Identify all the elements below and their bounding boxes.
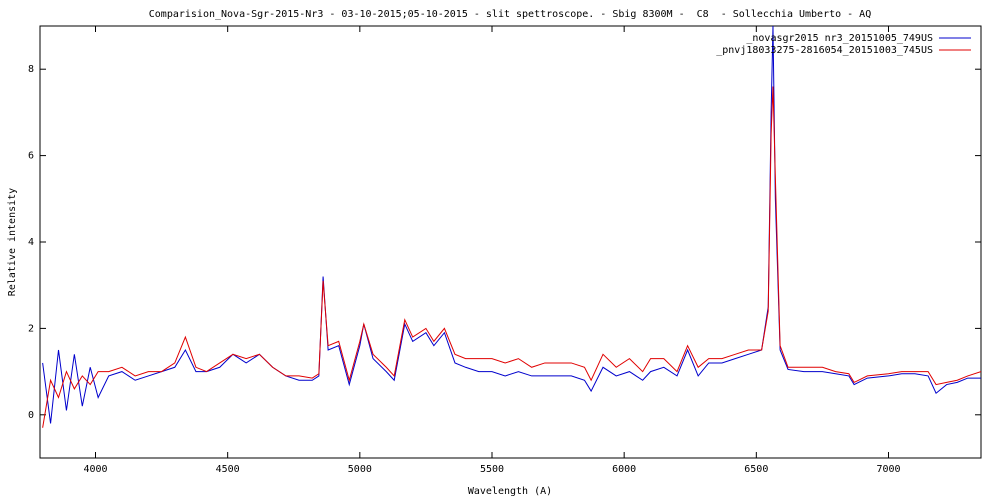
spectrum-line — [42, 86, 981, 428]
y-tick-label: 4 — [28, 237, 34, 248]
x-tick-label: 5500 — [480, 464, 504, 475]
plot-border — [39, 25, 982, 459]
x-tick-label: 5000 — [348, 464, 372, 475]
y-tick-label: 6 — [28, 151, 34, 162]
legend-label: _novasgr2015 nr3_20151005_749US — [746, 33, 933, 44]
y-tick-label: 2 — [28, 323, 34, 334]
x-axis-label: Wavelength (A) — [468, 486, 552, 497]
x-tick-label: 4000 — [83, 464, 107, 475]
y-axis-label: Relative intensity — [7, 188, 18, 296]
x-tick-label: 6000 — [612, 464, 636, 475]
x-tick-label: 7000 — [876, 464, 900, 475]
y-tick-label: 0 — [28, 410, 34, 421]
legend-label: _pnvj18033275-2816054_20151003_745US — [716, 45, 933, 56]
x-tick-label: 4500 — [216, 464, 240, 475]
x-tick-label: 6500 — [744, 464, 768, 475]
spectrum-line — [42, 26, 981, 424]
chart-title: Comparision_Nova-Sgr-2015-Nr3 - 03-10-20… — [149, 9, 871, 20]
y-tick-label: 8 — [28, 64, 34, 75]
